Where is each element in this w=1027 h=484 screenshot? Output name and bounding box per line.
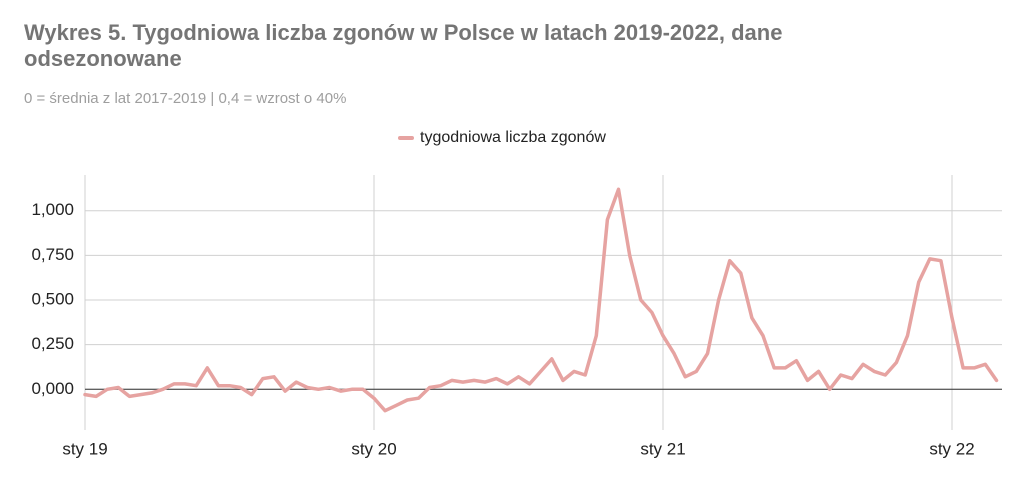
x-tick-label: sty 22: [929, 439, 974, 458]
x-tick-label: sty 21: [640, 439, 685, 458]
y-tick-label: 0,250: [31, 334, 74, 353]
x-tick-label: sty 20: [351, 439, 396, 458]
y-tick-label: 0,000: [31, 379, 74, 398]
x-tick-label: sty 19: [62, 439, 107, 458]
chart-title: Wykres 5. Tygodniowa liczba zgonów w Pol…: [24, 20, 783, 71]
legend-label: tygodniowa liczba zgonów: [420, 129, 606, 146]
y-tick-label: 1,000: [31, 200, 74, 219]
data-line: [83, 187, 999, 413]
chart-subtitle: 0 = średnia z lat 2017-2019 | 0,4 = wzro…: [24, 90, 347, 107]
y-tick-label: 0,500: [31, 289, 74, 308]
y-tick-label: 0,750: [31, 245, 74, 264]
